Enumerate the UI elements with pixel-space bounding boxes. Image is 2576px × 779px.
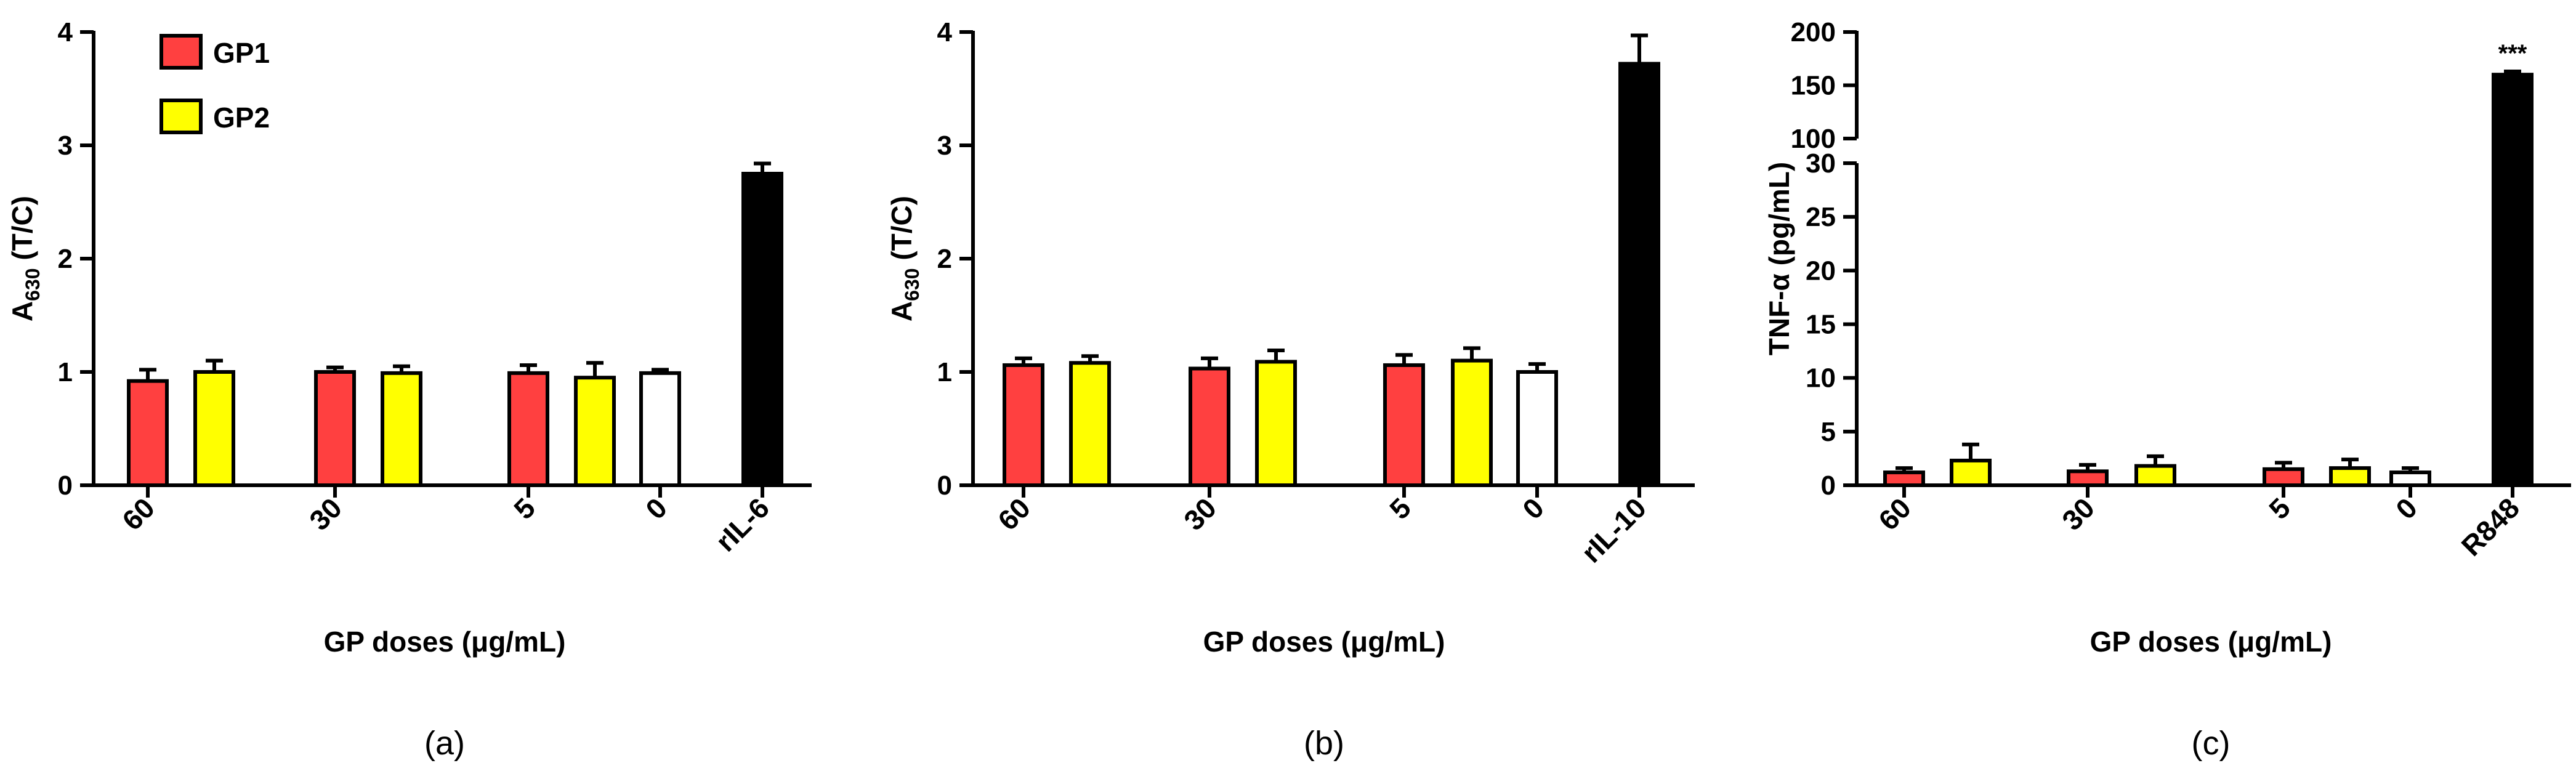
bar-gp2 (2329, 466, 2371, 488)
chart-panel-a: 0 1 2 3 4 A630 (T/C) 60 30 5 0 rIL-6 GP doses (μg/m… (6, 17, 812, 762)
bar-gp2 (1255, 360, 1297, 487)
bar-gp2 (1069, 361, 1111, 488)
x-axis-title: GP doses (μg/mL) (2090, 626, 2332, 658)
x-category-label: 60 (991, 491, 1036, 536)
bar-gp2 (2134, 464, 2176, 487)
y-tick-label: 15 (1806, 310, 1836, 340)
y-axis-title-sub: 630 (901, 268, 923, 301)
bar-gp2 (1950, 458, 1992, 487)
x-category-label: 5 (507, 491, 541, 525)
panel-label: (c) (2192, 725, 2231, 762)
panel-label: (a) (424, 725, 465, 762)
y-axis-title-rest: (T/C) (886, 196, 918, 268)
bar-gp2 (1451, 358, 1493, 487)
significance-marker: *** (2498, 40, 2527, 67)
bar-gp1 (1883, 470, 1925, 488)
x-category-label: 0 (1516, 491, 1550, 525)
x-category-label: 30 (303, 491, 348, 536)
y-axis-title-main: A (6, 301, 38, 321)
y-axis-title-main: A (886, 301, 918, 321)
x-axis-title: GP doses (μg/mL) (1203, 626, 1445, 658)
y-tick-label: 4 (937, 17, 953, 47)
bar-positive (2492, 73, 2534, 487)
legend-label: GP2 (213, 102, 270, 134)
panel-label: (b) (1304, 725, 1344, 762)
bar-gp1 (127, 379, 169, 487)
y-tick-label: 10 (1806, 363, 1836, 394)
y-tick-label: 3 (58, 131, 73, 161)
bar-gp1 (1189, 366, 1230, 487)
bar-gp1 (1383, 363, 1425, 488)
bar-control (1516, 370, 1558, 487)
y-tick-label: 200 (1791, 17, 1836, 47)
y-axis-title-rest: (T/C) (6, 196, 38, 268)
y-axis-title: A630 (T/C) (6, 196, 44, 321)
x-category-label: rIL-6 (709, 491, 775, 557)
y-tick-label: 2 (937, 244, 952, 274)
y-tick-label: 4 (58, 17, 73, 47)
x-category-label: 30 (2056, 491, 2101, 536)
x-category-label: R848 (2455, 491, 2526, 562)
bar-control (639, 371, 681, 488)
x-category-label: 60 (1872, 491, 1917, 536)
x-category-label: 5 (1383, 491, 1417, 525)
bar-gp1 (2067, 469, 2109, 488)
y-tick-label: 1 (937, 357, 952, 387)
x-category-label: 60 (116, 491, 161, 536)
y-tick-label: 1 (58, 357, 73, 387)
y-tick-label: 150 (1791, 71, 1836, 101)
y-tick-label: 0 (1821, 470, 1836, 501)
y-tick-label: 20 (1806, 256, 1836, 286)
y-tick-label: 30 (1806, 148, 1836, 179)
chart-panel-b: 0 1 2 3 4 A630 (T/C) 60 30 5 0 rIL-10 GP doses (μg/… (886, 17, 1695, 762)
bar-control (2389, 470, 2431, 488)
bar-gp1 (314, 370, 356, 487)
bar-gp1 (2263, 467, 2304, 487)
x-category-label: 30 (1177, 491, 1222, 536)
x-category-label: 0 (2389, 491, 2423, 525)
bar-positive (1618, 62, 1660, 487)
legend-swatch-gp2 (159, 99, 203, 134)
y-tick-label: 100 (1791, 124, 1836, 154)
legend-label: GP1 (213, 37, 270, 69)
bar-positive (741, 172, 783, 487)
y-tick-label: 2 (58, 244, 73, 274)
y-tick-label: 0 (937, 470, 952, 501)
x-axis-title: GP doses (μg/mL) (324, 626, 566, 658)
x-category-label: rIL-10 (1575, 491, 1652, 568)
bar-gp2 (193, 370, 235, 487)
y-axis-title: TNF-α (pg/mL) (1763, 162, 1795, 355)
y-axis-title-sub: 630 (22, 268, 44, 301)
bar-gp1 (507, 371, 549, 488)
legend-swatch-gp1 (159, 34, 203, 70)
y-tick-label: 25 (1806, 202, 1836, 232)
y-tick-label: 0 (58, 470, 73, 501)
bar-gp1 (1003, 363, 1044, 488)
x-category-label: 0 (639, 491, 673, 525)
bar-gp2 (574, 376, 616, 488)
x-category-label: 5 (2263, 491, 2296, 525)
bar-gp2 (381, 371, 422, 488)
y-tick-label: 5 (1821, 417, 1836, 447)
y-axis-title: A630 (T/C) (886, 196, 923, 321)
y-tick-label: 3 (937, 131, 952, 161)
